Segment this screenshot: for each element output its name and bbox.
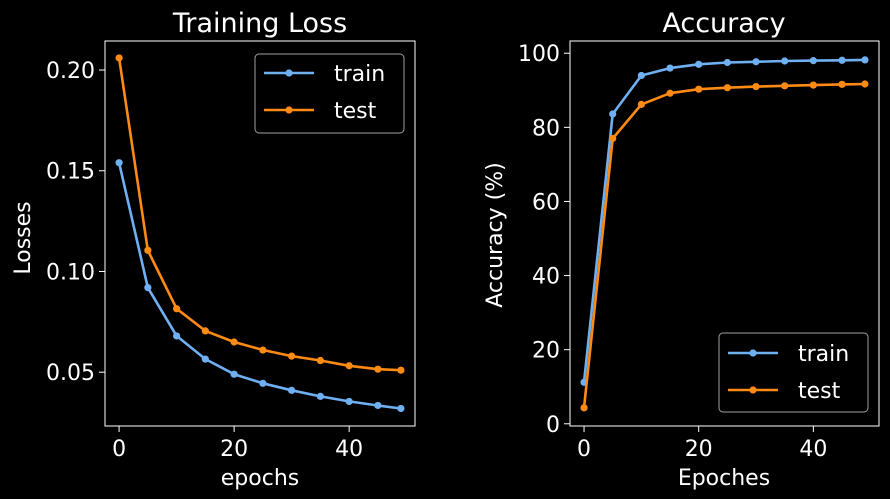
- loss-train-point: [144, 283, 152, 292]
- accuracy-train-point: [723, 58, 731, 67]
- accuracy-legend-train-label: train: [798, 342, 849, 367]
- accuracy-y-tick-label: 20: [532, 339, 560, 364]
- loss-train-point: [345, 397, 353, 406]
- accuracy-train-point: [861, 56, 869, 64]
- accuracy-legend-train-marker: [749, 349, 757, 357]
- accuracy-chart: Accuracy 0 20 40 0 20 40 60 80 100 Epoches Accur…: [483, 8, 880, 491]
- loss-y-tick-label: 0.10: [46, 260, 95, 285]
- loss-train-point: [173, 332, 181, 340]
- loss-train-point: [397, 404, 405, 413]
- loss-train-point: [230, 370, 238, 378]
- accuracy-chart-title: Accuracy: [662, 8, 785, 39]
- accuracy-train-point: [838, 56, 846, 64]
- loss-test-point: [144, 246, 152, 254]
- loss-train-point: [374, 401, 382, 410]
- accuracy-test-point: [838, 80, 846, 88]
- accuracy-train-point: [781, 57, 789, 65]
- loss-legend-test-marker: [285, 106, 293, 114]
- accuracy-test-point: [695, 85, 703, 93]
- accuracy-test-point: [781, 82, 789, 90]
- loss-x-axis-label: epochs: [221, 466, 299, 491]
- accuracy-test-point: [752, 82, 760, 91]
- loss-test-point: [201, 327, 209, 335]
- accuracy-train-point: [637, 71, 645, 80]
- loss-y-tick-label: 0.05: [46, 361, 95, 386]
- accuracy-y-axis-label: Accuracy (%): [483, 162, 508, 308]
- loss-legend-train-label: train: [334, 62, 385, 87]
- accuracy-y-tick-label: 0: [546, 413, 560, 438]
- loss-test-point: [397, 366, 405, 374]
- loss-legend-test-label: test: [334, 99, 377, 124]
- accuracy-train-point: [609, 110, 617, 118]
- accuracy-x-axis-label: Epoches: [678, 466, 770, 491]
- accuracy-test-point: [637, 100, 645, 108]
- loss-test-point: [173, 305, 181, 313]
- loss-axes-frame: [104, 40, 416, 427]
- loss-plot-area: 0 20 40 0.05 0.10 0.15 0.20: [46, 54, 405, 462]
- accuracy-test-point: [861, 80, 869, 88]
- accuracy-test-point: [580, 404, 588, 412]
- loss-test-point: [115, 54, 123, 62]
- accuracy-plot-area: 0 20 40 0 20 40 60 80 100: [518, 42, 869, 462]
- accuracy-y-tick-label: 100: [518, 42, 560, 67]
- accuracy-legend-test-marker: [749, 386, 757, 394]
- loss-train-point: [288, 386, 296, 394]
- accuracy-test-point: [809, 81, 817, 89]
- loss-legend: train test: [254, 53, 405, 134]
- loss-train-point: [115, 159, 123, 167]
- loss-train-point: [316, 392, 324, 400]
- loss-train-point: [259, 379, 267, 387]
- loss-test-point: [316, 356, 324, 365]
- accuracy-y-tick-label: 60: [532, 190, 560, 215]
- loss-chart: Training Loss 0 20 40 0.05 0.10 0.15 0.20 epoc…: [11, 8, 416, 491]
- loss-chart-title: Training Loss: [172, 8, 347, 39]
- loss-test-point: [345, 362, 353, 370]
- loss-test-point: [374, 365, 382, 373]
- accuracy-train-point: [809, 57, 817, 65]
- accuracy-x-tick-label: 40: [799, 437, 827, 462]
- accuracy-x-tick-label: 20: [685, 437, 713, 462]
- loss-y-tick-label: 0.20: [46, 59, 95, 84]
- accuracy-legend: train test: [718, 332, 869, 413]
- accuracy-axes-frame: [569, 40, 880, 427]
- loss-test-point: [288, 352, 296, 360]
- loss-test-point: [259, 346, 267, 354]
- accuracy-train-point: [666, 64, 674, 72]
- accuracy-y-tick-label: 80: [532, 116, 560, 141]
- loss-y-axis-label: Losses: [11, 201, 36, 274]
- loss-test-point: [230, 338, 238, 346]
- accuracy-y-tick-label: 40: [532, 265, 560, 290]
- loss-x-tick-label: 0: [112, 437, 126, 462]
- loss-y-tick-label: 0.15: [46, 160, 95, 185]
- accuracy-test-point: [609, 134, 617, 143]
- accuracy-train-point: [752, 58, 760, 66]
- loss-x-tick-label: 40: [335, 437, 363, 462]
- accuracy-train-point: [695, 60, 703, 68]
- accuracy-x-tick-label: 0: [577, 437, 591, 462]
- loss-legend-train-marker: [285, 69, 293, 77]
- accuracy-test-point: [666, 89, 674, 97]
- loss-train-point: [201, 355, 209, 363]
- accuracy-test-point: [723, 84, 731, 92]
- loss-x-tick-label: 20: [220, 437, 248, 462]
- accuracy-legend-test-label: test: [798, 379, 841, 404]
